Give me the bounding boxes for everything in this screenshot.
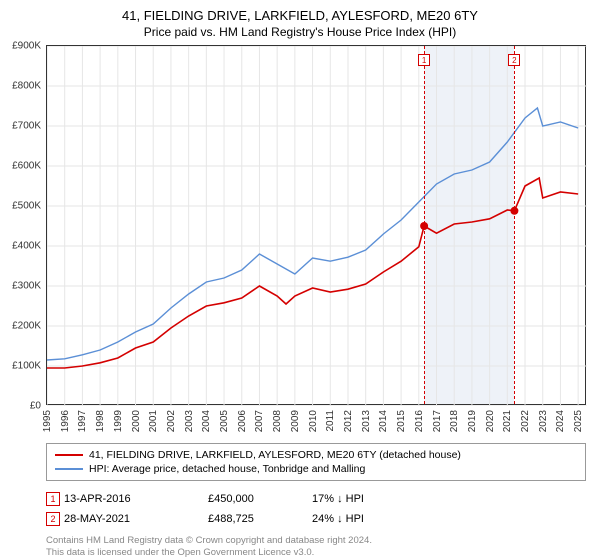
- event-marker-2: 2: [46, 512, 60, 526]
- chart-title: 41, FIELDING DRIVE, LARKFIELD, AYLESFORD…: [16, 8, 584, 23]
- chart-subtitle: Price paid vs. HM Land Registry's House …: [16, 25, 584, 39]
- event-price: £488,725: [208, 513, 308, 525]
- event-change: 17% ↓ HPI: [312, 493, 432, 505]
- event-change: 24% ↓ HPI: [312, 513, 432, 525]
- event-row: 1 13-APR-2016 £450,000 17% ↓ HPI: [46, 489, 584, 509]
- event-date: 28-MAY-2021: [64, 513, 204, 525]
- event-date: 13-APR-2016: [64, 493, 204, 505]
- disclaimer-l2: This data is licensed under the Open Gov…: [46, 547, 584, 559]
- legend-label-red: 41, FIELDING DRIVE, LARKFIELD, AYLESFORD…: [89, 449, 461, 461]
- legend: 41, FIELDING DRIVE, LARKFIELD, AYLESFORD…: [46, 443, 586, 481]
- event-marker-1: 1: [46, 492, 60, 506]
- legend-swatch-blue: [55, 468, 83, 470]
- legend-row: HPI: Average price, detached house, Tonb…: [55, 462, 577, 476]
- legend-swatch-red: [55, 454, 83, 456]
- disclaimer: Contains HM Land Registry data © Crown c…: [46, 535, 584, 560]
- chart-plot: £0£100K£200K£300K£400K£500K£600K£700K£80…: [46, 45, 586, 405]
- chart-root: 41, FIELDING DRIVE, LARKFIELD, AYLESFORD…: [0, 0, 600, 560]
- events-table: 1 13-APR-2016 £450,000 17% ↓ HPI 2 28-MA…: [46, 489, 584, 529]
- event-price: £450,000: [208, 493, 308, 505]
- disclaimer-l1: Contains HM Land Registry data © Crown c…: [46, 535, 584, 547]
- legend-label-blue: HPI: Average price, detached house, Tonb…: [89, 463, 365, 475]
- event-row: 2 28-MAY-2021 £488,725 24% ↓ HPI: [46, 509, 584, 529]
- legend-row: 41, FIELDING DRIVE, LARKFIELD, AYLESFORD…: [55, 448, 577, 462]
- chart-svg: [47, 46, 587, 406]
